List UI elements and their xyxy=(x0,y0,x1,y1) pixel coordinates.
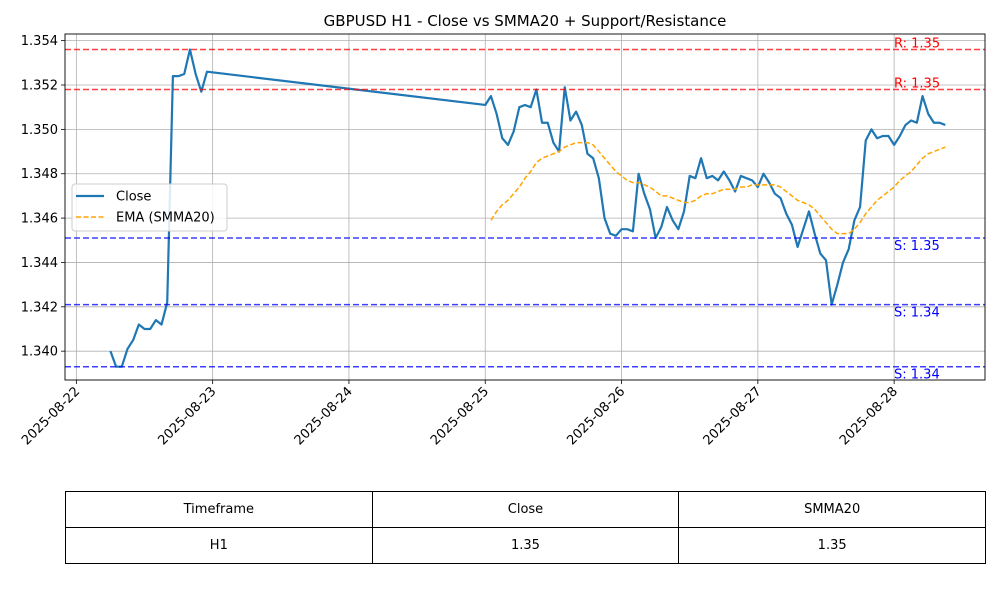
y-tick-label: 1.352 xyxy=(21,79,58,94)
y-tick-label: 1.346 xyxy=(21,212,58,227)
x-tick-label: 2025-08-22 xyxy=(19,384,83,448)
y-tick-label: 1.342 xyxy=(21,300,58,315)
table-header-cell: Timeframe xyxy=(65,491,373,528)
support-level-label: S: 1.35 xyxy=(894,239,940,254)
table-header-cell: Close xyxy=(371,491,680,528)
y-tick-label: 1.350 xyxy=(21,123,58,138)
y-tick-label: 1.340 xyxy=(21,345,58,360)
x-tick-label: 2025-08-26 xyxy=(564,384,628,448)
table-row: H1 1.35 1.35 xyxy=(65,527,986,564)
support-level-label: S: 1.34 xyxy=(894,368,940,383)
support-level-label: S: 1.34 xyxy=(894,306,940,321)
chart-title: GBPUSD H1 - Close vs SMMA20 + Support/Re… xyxy=(324,12,727,30)
table-header-cell: SMMA20 xyxy=(678,491,986,528)
series-line-close xyxy=(109,48,946,368)
summary-table: Timeframe Close SMMA20 H1 1.35 1.35 xyxy=(65,491,986,564)
x-tick-label: 2025-08-27 xyxy=(701,384,765,448)
resistance-level-label: R: 1.35 xyxy=(894,76,940,91)
x-tick-label: 2025-08-28 xyxy=(837,384,901,448)
x-tick-label: 2025-08-25 xyxy=(428,384,492,448)
y-tick-label: 1.354 xyxy=(21,34,58,49)
resistance-level-label: R: 1.35 xyxy=(894,37,940,52)
table-cell: H1 xyxy=(65,527,373,564)
legend-box xyxy=(71,183,228,232)
x-tick-label: 2025-08-23 xyxy=(155,384,219,448)
plot-frame xyxy=(64,33,986,381)
table-cell: 1.35 xyxy=(678,527,986,564)
y-tick-label: 1.348 xyxy=(21,167,58,182)
legend-entry-label: Close xyxy=(116,190,151,205)
table-header-row: Timeframe Close SMMA20 xyxy=(65,491,986,528)
x-tick-label: 2025-08-24 xyxy=(292,384,356,448)
table-cell: 1.35 xyxy=(371,527,680,564)
series-line-smma20 xyxy=(490,141,946,235)
legend-entry-label: EMA (SMMA20) xyxy=(116,211,215,226)
y-tick-label: 1.344 xyxy=(21,256,58,271)
